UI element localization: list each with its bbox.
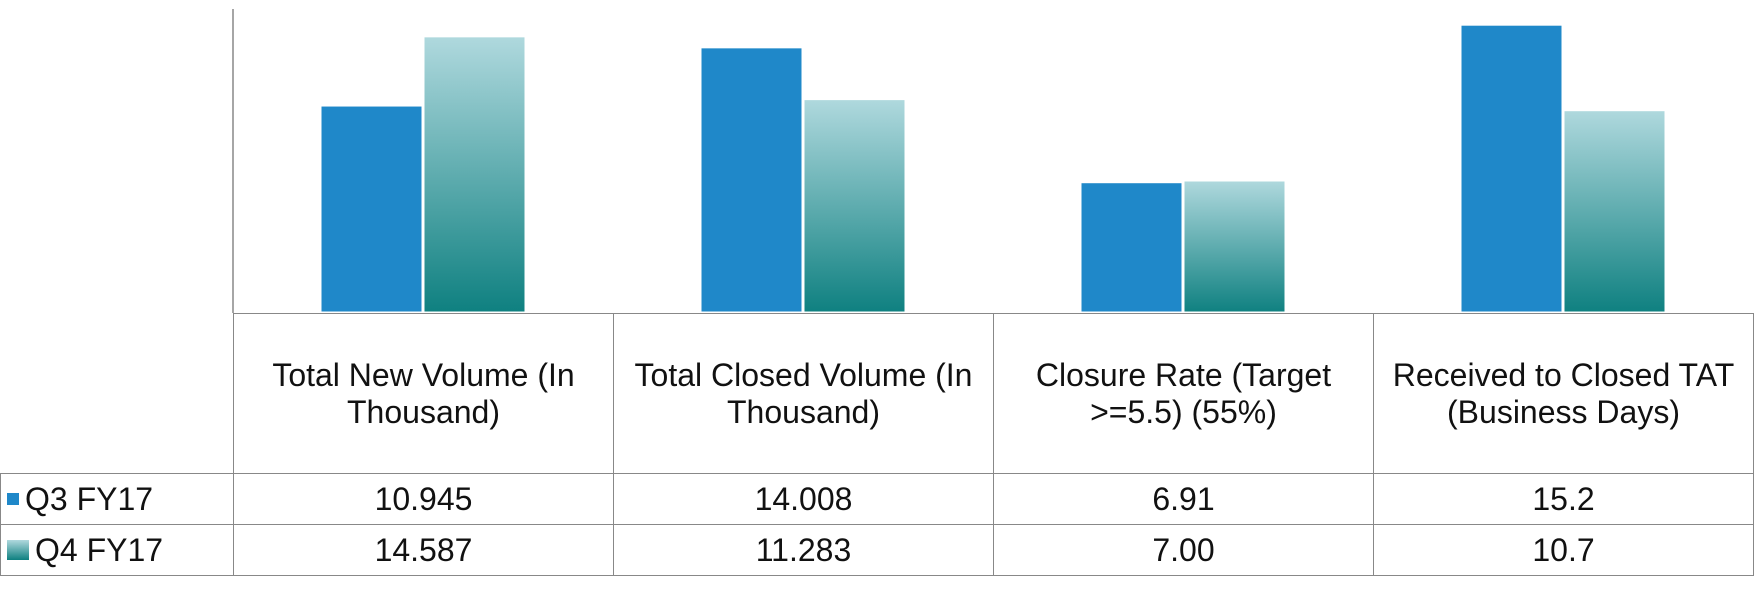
bar xyxy=(421,34,528,315)
data-label: 14.008 xyxy=(613,473,994,525)
bar xyxy=(698,45,805,315)
legend-entry: Q3 FY17 xyxy=(0,473,234,525)
legend-label: Q4 FY17 xyxy=(35,531,164,568)
legend-key xyxy=(7,493,19,505)
bar xyxy=(1078,180,1185,315)
category-label: Total Closed Volume (In Thousand) xyxy=(613,313,994,474)
bar xyxy=(318,103,425,315)
legend-key xyxy=(7,540,29,560)
data-label: 15.2 xyxy=(1373,473,1754,525)
legend-entry: Q4 FY17 xyxy=(0,524,234,576)
bar xyxy=(1181,178,1288,315)
category-label: Total New Volume (In Thousand) xyxy=(233,313,614,474)
data-label: 7.00 xyxy=(993,524,1374,576)
data-label: 10.7 xyxy=(1373,524,1754,576)
data-label: 14.587 xyxy=(233,524,614,576)
category-label: Received to Closed TAT (Business Days) xyxy=(1373,313,1754,474)
bar xyxy=(1458,22,1565,315)
data-label: 6.91 xyxy=(993,473,1374,525)
category-label: Closure Rate (Target >=5.5) (55%) xyxy=(993,313,1374,474)
bar xyxy=(801,97,908,315)
legend-label: Q3 FY17 xyxy=(25,480,154,517)
data-label: 10.945 xyxy=(233,473,614,525)
data-label: 11.283 xyxy=(613,524,994,576)
bar xyxy=(1561,108,1668,315)
